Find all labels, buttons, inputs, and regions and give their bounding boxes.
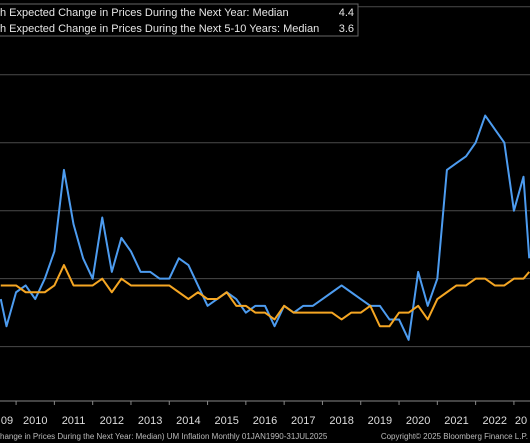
x-tick-label: 2022 <box>483 415 507 427</box>
legend-value: 4.4 <box>339 7 354 19</box>
x-tick-label: 09 <box>1 415 13 427</box>
x-tick-label: 2014 <box>176 415 200 427</box>
x-tick-label: 20 <box>515 415 527 427</box>
x-tick-label: 2011 <box>62 415 86 427</box>
source-note: hange in Prices During the Next Year: Me… <box>0 432 328 441</box>
x-tick-label: 2016 <box>253 415 277 427</box>
series-line <box>0 264 530 328</box>
x-tick-label: 2010 <box>23 415 47 427</box>
legend-box <box>0 3 359 37</box>
legend-label: h Expected Change in Prices During the N… <box>0 7 289 19</box>
x-tick-label: 2013 <box>138 415 162 427</box>
x-tick-label: 2018 <box>329 415 353 427</box>
legend: h Expected Change in Prices During the N… <box>0 3 359 37</box>
x-tick-label: 2015 <box>214 415 238 427</box>
x-tick-label: 2012 <box>100 415 124 427</box>
legend-value: 3.6 <box>339 23 354 35</box>
plot <box>0 114 530 341</box>
x-tick-label: 2020 <box>406 415 430 427</box>
copyright: Copyright© 2025 Bloomberg Finance L.P. <box>381 432 528 441</box>
x-tick-label: 2021 <box>444 415 468 427</box>
legend-label: h Expected Change in Prices During the N… <box>0 23 319 35</box>
x-tick-label: 2019 <box>368 415 392 427</box>
x-tick-label: 2017 <box>291 415 315 427</box>
series-line <box>0 114 530 341</box>
